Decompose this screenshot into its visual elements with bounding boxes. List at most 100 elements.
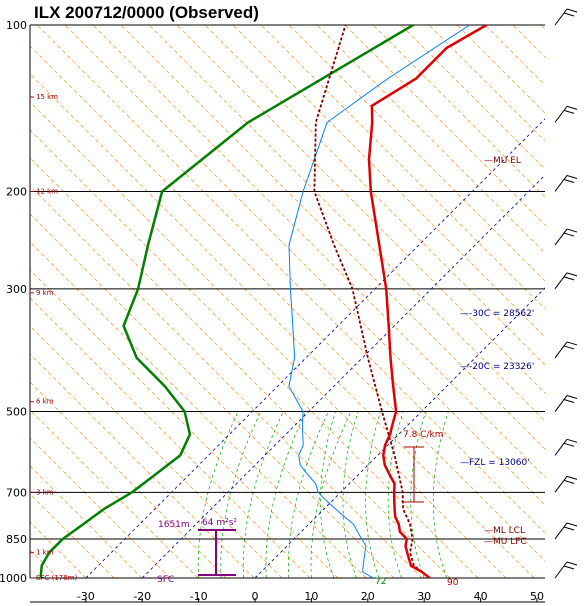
wind-barb-flag: [563, 479, 575, 484]
x-tick-label: -10: [190, 590, 208, 603]
isotherm-diagonal: [85, 118, 545, 578]
wind-barb-staff: [554, 106, 568, 123]
wind-barb-flag: [566, 174, 578, 179]
y-tick-label: 200: [6, 185, 27, 198]
x-tick-label: 30: [417, 590, 431, 603]
dry-adiabat-line: [30, 73, 535, 578]
wind-barb-flag: [563, 276, 575, 281]
minus30-level-label: —-30C = 28562': [460, 309, 534, 319]
wind-barb-flag: [563, 526, 575, 531]
dry-adiabat-line: [30, 353, 255, 578]
minus20-level-label: —-20C = 23326': [460, 362, 534, 372]
moist-adiabat-line: [288, 411, 329, 578]
dry-adiabat-line: [30, 101, 507, 578]
moist-adiabat-line: [220, 411, 262, 578]
y-tick-label: 300: [6, 283, 27, 296]
wind-barb-flag: [563, 345, 575, 350]
height-label: 9 km: [36, 289, 54, 297]
moist-adiabat-line: [242, 411, 284, 578]
dry-adiabat-line: [316, 25, 545, 254]
dry-adiabat-line: [30, 157, 451, 578]
wind-barb-flag: [563, 399, 575, 404]
moist-adiabat-line: [310, 411, 352, 578]
wind-barb-staff: [554, 272, 568, 290]
height-label: 6 km: [36, 398, 54, 406]
dry-adiabat-line: [30, 409, 199, 578]
dry-adiabat-line: [30, 185, 423, 578]
wind-barb-flag: [566, 8, 578, 13]
dry-adiabat-line: [36, 25, 545, 534]
sfc-label: SFC: [157, 575, 174, 585]
y-tick-label: 100: [6, 19, 27, 32]
dry-adiabat-line: [344, 25, 545, 226]
height-label: 15 km: [36, 93, 58, 101]
wind-barb-flag: [563, 12, 575, 17]
wind-barb-staff: [554, 341, 568, 359]
parcel-trace: [313, 25, 431, 578]
lapse-rate-label: 7.8 C/km: [403, 430, 443, 440]
dry-adiabat-line: [204, 25, 545, 366]
dry-adiabat-line: [232, 25, 545, 338]
x-tick-label: 50: [530, 590, 544, 603]
wind-barb-staff: [554, 8, 568, 26]
wind-barb-flag: [566, 475, 578, 480]
moist-adiabats: [197, 411, 449, 578]
wind-barb-staff: [554, 439, 568, 456]
mu-el-label: —MU EL: [484, 156, 521, 166]
freezing-level-label: —FZL = 13060': [460, 458, 530, 468]
dry-adiabat-line: [30, 465, 143, 578]
dry-adiabat-line: [400, 25, 545, 170]
dry-adiabat-line: [30, 45, 545, 562]
dry-adiabat-line: [30, 437, 171, 578]
wind-barb-flag: [566, 228, 578, 233]
srh-label: 64 m²s²: [202, 518, 237, 528]
traces: [39, 25, 488, 578]
dry-adiabat-line: [120, 25, 545, 450]
isobars: [29, 24, 545, 603]
dry-adiabat-line: [372, 25, 545, 198]
dry-adiabat-line: [30, 269, 339, 578]
dry-adiabat-line: [428, 25, 545, 142]
wind-barb-flag: [566, 561, 578, 566]
dewpoint-trace: [39, 25, 414, 578]
moist-adiabat-line: [197, 411, 239, 578]
axis-ticks: -30 -20 -10 0 10 20 30 40 50 100 200 300 500 700 850 10…: [0, 19, 544, 603]
chart-title: ILX 200712/0000 (Observed): [34, 3, 259, 22]
y-tick-label: 700: [6, 486, 27, 499]
sfc-temp-label: 90: [447, 578, 459, 588]
y-tick-label: 500: [6, 406, 27, 419]
dry-adiabat-line: [148, 25, 545, 422]
dry-adiabat-line: [92, 25, 545, 478]
height-label: 3 km: [36, 488, 54, 496]
wind-barb-flag: [566, 438, 578, 443]
wind-barb-flag: [563, 565, 575, 570]
dry-adiabat-line: [176, 25, 545, 394]
x-tick-label: 10: [304, 590, 318, 603]
wind-barb-flag: [563, 442, 575, 447]
wind-barb-flag: [566, 272, 578, 277]
x-tick-label: 0: [252, 590, 259, 603]
dry-adiabat-line: [30, 241, 367, 578]
isotherm-diagonal: [254, 287, 545, 578]
x-tick-label: 40: [474, 590, 488, 603]
inflow-depth-label: 1651m: [158, 520, 190, 530]
wind-barb-flag: [566, 341, 578, 346]
y-tick-label: 850: [6, 533, 27, 546]
wind-barb-staff: [554, 228, 568, 246]
wind-barb-staff: [554, 561, 568, 579]
wind-barb-flag: [566, 395, 578, 400]
dry-adiabat-line: [484, 25, 545, 86]
dry-adiabat-line: [64, 25, 545, 506]
annotations: —MU EL —-30C = 28562' —-20C = 23326' —FZL =…: [157, 156, 534, 588]
wind-barb-flag: [563, 232, 575, 237]
wind-barb-flag: [566, 105, 578, 110]
wind-barb-staff: [554, 476, 568, 493]
x-tick-label: -30: [77, 590, 95, 603]
dry-adiabat-line: [30, 129, 479, 578]
mu-lfc-label: —MU LFC: [484, 537, 527, 547]
dry-adiabat-line: [456, 25, 545, 114]
wind-barb-flag: [566, 522, 578, 527]
dry-adiabat-line: [30, 325, 283, 578]
